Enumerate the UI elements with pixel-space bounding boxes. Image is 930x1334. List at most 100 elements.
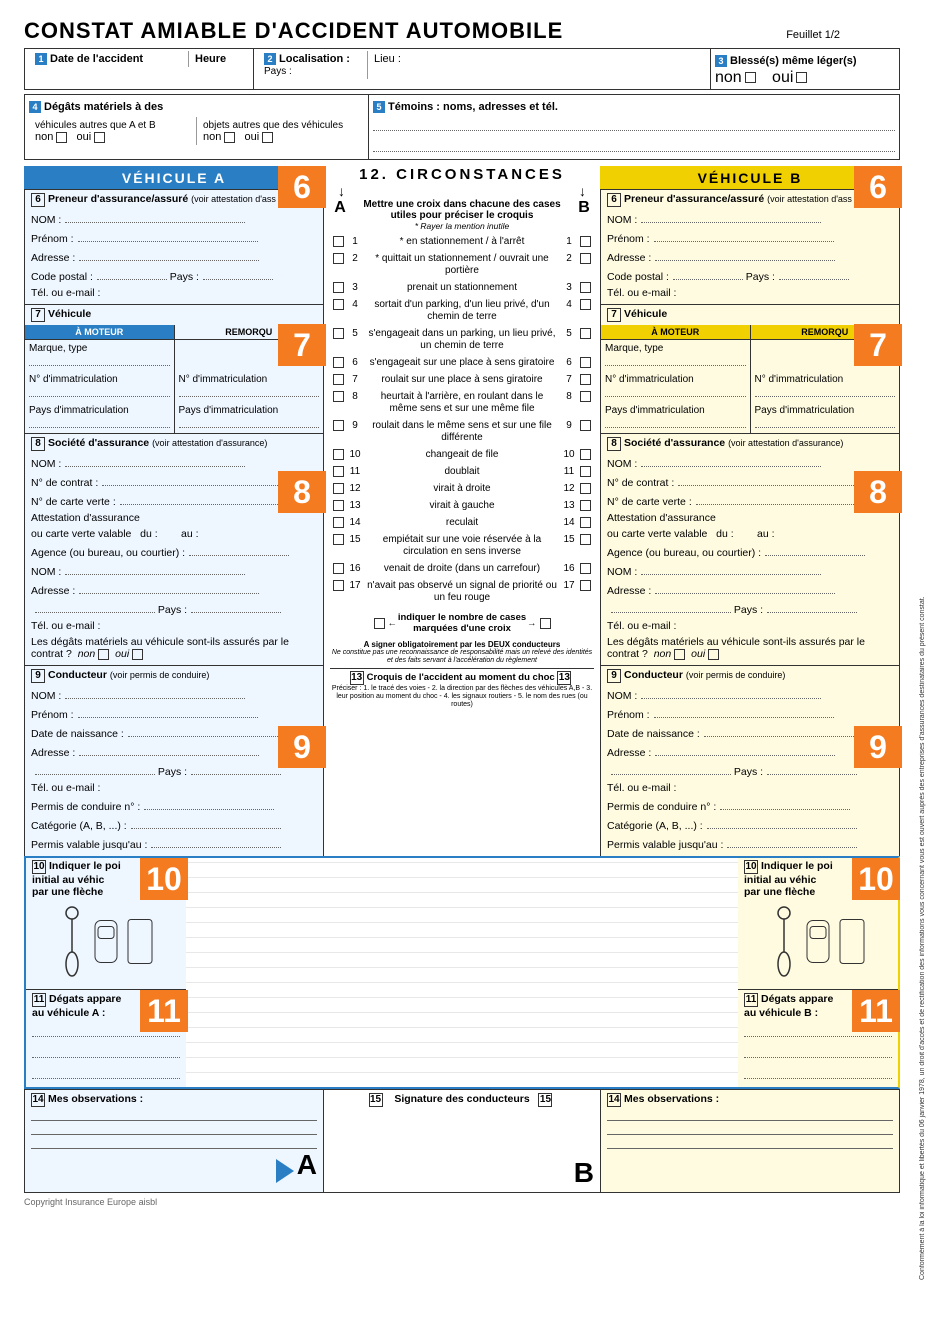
ck-b-8[interactable] [580, 391, 591, 402]
in[interactable] [179, 416, 320, 428]
ck[interactable] [98, 649, 109, 660]
temoins-line[interactable] [373, 119, 895, 131]
in[interactable] [655, 744, 835, 756]
ck-degA-non[interactable] [56, 132, 67, 143]
in[interactable] [755, 385, 896, 397]
in[interactable] [78, 706, 258, 718]
ck-a-15[interactable] [333, 534, 344, 545]
ck-count-b[interactable] [540, 618, 551, 629]
in[interactable] [31, 1107, 317, 1121]
ck-a-5[interactable] [333, 328, 344, 339]
in[interactable] [102, 474, 282, 486]
in[interactable] [32, 1067, 180, 1079]
ck-a-11[interactable] [333, 466, 344, 477]
in[interactable] [191, 601, 281, 613]
in[interactable] [35, 763, 155, 775]
ck-b-13[interactable] [580, 500, 591, 511]
in[interactable] [641, 563, 821, 575]
ck-b-16[interactable] [580, 563, 591, 574]
in[interactable] [179, 385, 320, 397]
ck-b-1[interactable] [580, 236, 591, 247]
in[interactable] [79, 744, 259, 756]
ck-b-14[interactable] [580, 517, 591, 528]
in[interactable] [696, 493, 876, 505]
in[interactable] [641, 455, 821, 467]
in[interactable] [605, 385, 746, 397]
ck-b-11[interactable] [580, 466, 591, 477]
in[interactable] [65, 211, 245, 223]
in[interactable] [744, 1046, 892, 1058]
ck-degB-oui[interactable] [262, 132, 273, 143]
in[interactable] [673, 268, 743, 280]
in[interactable] [29, 354, 170, 366]
ck-a-12[interactable] [333, 483, 344, 494]
ck-b-7[interactable] [580, 374, 591, 385]
in[interactable] [32, 1046, 180, 1058]
in[interactable] [191, 763, 281, 775]
ck-a-4[interactable] [333, 299, 344, 310]
temoins-line[interactable] [373, 140, 895, 152]
ck-a-14[interactable] [333, 517, 344, 528]
ck-count-a[interactable] [374, 618, 385, 629]
in[interactable] [144, 798, 274, 810]
ck-a-2[interactable] [333, 253, 344, 264]
ck-b-6[interactable] [580, 357, 591, 368]
in[interactable] [654, 706, 834, 718]
ck[interactable] [132, 649, 143, 660]
ck[interactable] [674, 649, 685, 660]
ck-blesse-non[interactable] [745, 72, 756, 83]
in[interactable] [655, 249, 835, 261]
ck-degB-non[interactable] [224, 132, 235, 143]
ck-b-12[interactable] [580, 483, 591, 494]
in[interactable] [151, 836, 281, 848]
ck-b-17[interactable] [580, 580, 591, 591]
ck-b-10[interactable] [580, 449, 591, 460]
in[interactable] [655, 582, 835, 594]
in[interactable] [31, 1135, 317, 1149]
in[interactable] [611, 601, 731, 613]
ck-a-17[interactable] [333, 580, 344, 591]
ck-b-9[interactable] [580, 420, 591, 431]
in[interactable] [678, 474, 858, 486]
in[interactable] [727, 836, 857, 848]
in[interactable] [131, 817, 281, 829]
sketch-grid[interactable] [186, 858, 738, 1087]
ck-a-13[interactable] [333, 500, 344, 511]
ck-blesse-oui[interactable] [796, 72, 807, 83]
ck-b-4[interactable] [580, 299, 591, 310]
ck-a-6[interactable] [333, 357, 344, 368]
in[interactable] [79, 249, 259, 261]
in[interactable] [65, 455, 245, 467]
ck-a-3[interactable] [333, 282, 344, 293]
in[interactable] [607, 1135, 893, 1149]
in[interactable] [607, 1121, 893, 1135]
in[interactable] [203, 268, 273, 280]
in[interactable] [65, 687, 245, 699]
in[interactable] [611, 763, 731, 775]
in[interactable] [120, 493, 300, 505]
in[interactable] [744, 1067, 892, 1079]
in[interactable] [97, 268, 167, 280]
in[interactable] [29, 385, 170, 397]
in[interactable] [605, 354, 746, 366]
in[interactable] [767, 601, 857, 613]
ck-b-15[interactable] [580, 534, 591, 545]
in[interactable] [29, 416, 170, 428]
ck-b-2[interactable] [580, 253, 591, 264]
in[interactable] [607, 1107, 893, 1121]
in[interactable] [654, 230, 834, 242]
ck-b-3[interactable] [580, 282, 591, 293]
in[interactable] [35, 601, 155, 613]
ck-a-1[interactable] [333, 236, 344, 247]
in[interactable] [31, 1121, 317, 1135]
in[interactable] [779, 268, 849, 280]
in[interactable] [65, 563, 245, 575]
in[interactable] [605, 416, 746, 428]
ck-a-7[interactable] [333, 374, 344, 385]
in[interactable] [78, 230, 258, 242]
in[interactable] [707, 817, 857, 829]
ck-b-5[interactable] [580, 328, 591, 339]
ck-a-8[interactable] [333, 391, 344, 402]
signature-area[interactable] [330, 1107, 594, 1157]
in[interactable] [767, 763, 857, 775]
